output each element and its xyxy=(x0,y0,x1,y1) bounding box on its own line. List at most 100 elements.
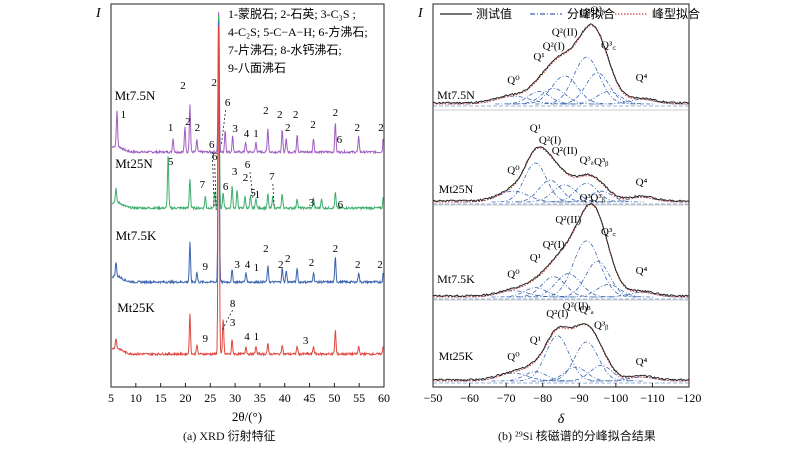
xrd-legend-line: 9-八面沸石 xyxy=(228,61,286,75)
xrd-legend-line: 1-蒙脱石; 2-石英; 3-C₃S ; xyxy=(228,6,356,21)
xrd-peak-label: 6 xyxy=(212,151,218,163)
nmr-sample-label: Mt7.5K xyxy=(437,272,475,286)
xrd-peak-label: 5 xyxy=(168,156,174,168)
nmr-peak-label: Q²(II) xyxy=(563,300,589,312)
nmr-peak-label: Q²(II) xyxy=(552,145,578,157)
nmr-peak-label: Q³ᵦ xyxy=(594,156,608,168)
nmr-series-group: Q⁰Q¹Q²(I)Q²(II)Q³ₐQ³ᵦQ³꜀Q⁴Mt7.5NQ⁰Q¹Q²(I… xyxy=(432,4,690,384)
xrd-peak-label: 2 xyxy=(354,122,360,134)
xrd-peak-label: 6 xyxy=(225,97,231,109)
nmr-component-peak xyxy=(531,366,619,382)
xrd-peak-label: 1 xyxy=(255,189,261,201)
nmr-peak-label: Q⁰ xyxy=(507,351,520,363)
nmr-legend-label: 峰型拟合 xyxy=(652,6,700,21)
xrd-series-line xyxy=(111,21,384,286)
xrd-peak-label: 7 xyxy=(200,179,206,191)
xrd-x-ticks: 5 10 15 20 25 30 35 40 45 50 55 60 xyxy=(108,383,390,405)
nmr-peak-label: Q³ₐ xyxy=(579,304,593,316)
nmr-peak-label: Q³ₐ xyxy=(579,7,593,19)
nmr-component-peak xyxy=(506,87,599,105)
nmr-peak-label: Q²(I) xyxy=(539,135,562,147)
xrd-peak-label: 1 xyxy=(168,122,174,134)
xrd-peak-label: 2 xyxy=(243,172,249,184)
xrd-annotation-arrow xyxy=(272,183,275,209)
nmr-x-tick-label: −100 xyxy=(603,391,628,405)
nmr-peak-label: Q³꜀ xyxy=(601,226,616,238)
nmr-component-peak xyxy=(533,240,638,298)
nmr-peak-label: Q³ᵦ xyxy=(590,192,604,204)
xrd-peak-label: 1 xyxy=(254,331,260,343)
xrd-series-group xyxy=(111,12,384,357)
xrd-series-line xyxy=(111,26,384,357)
nmr-peak-label: Q¹ xyxy=(530,123,541,135)
nmr-peak-label: Q¹ xyxy=(530,334,541,346)
xrd-peak-label: 9 xyxy=(203,333,209,345)
xrd-x-tick-label: 25 xyxy=(204,391,216,405)
xrd-peak-label: 2 xyxy=(263,243,269,255)
xrd-peak-label: 2 xyxy=(293,109,299,121)
nmr-component-peak xyxy=(561,91,654,105)
xrd-sample-label: Mt7.5K xyxy=(116,228,157,243)
nmr-component-peak xyxy=(590,376,689,382)
xrd-sample-label: Mt25K xyxy=(117,300,155,315)
xrd-x-tick-label: 45 xyxy=(304,391,316,405)
nmr-component-peak xyxy=(506,276,599,298)
nmr-component-peak xyxy=(491,371,578,382)
nmr-component-peak xyxy=(518,273,617,298)
nmr-peak-label: Q⁰ xyxy=(507,74,520,86)
nmr-peak-label: Q³ᵦ xyxy=(594,320,608,332)
xrd-x-tick-label: 60 xyxy=(378,391,390,405)
xrd-series-line xyxy=(111,15,384,211)
xrd-y-axis-label: I xyxy=(95,6,102,21)
nmr-component-peak xyxy=(590,196,689,203)
nmr-peak-label: Q³꜀ xyxy=(601,39,616,51)
nmr-peak-label: Q²(I) xyxy=(543,41,566,53)
nmr-y-axis-label: I xyxy=(417,6,424,21)
xrd-peak-label: 2 xyxy=(195,122,201,134)
nmr-component-peak xyxy=(491,162,578,203)
xrd-peak-label: 7 xyxy=(269,171,275,183)
xrd-subtitle: (a) XRD 衍射特征 xyxy=(183,429,276,443)
nmr-peak-label: Q³ₐ xyxy=(579,155,593,167)
nmr-x-tick-label: −60 xyxy=(460,391,479,405)
xrd-sample-labels: Mt7.5N Mt25N Mt7.5K Mt25K xyxy=(115,88,157,315)
xrd-plot-frame xyxy=(110,3,385,388)
nmr-component-peak xyxy=(535,56,637,105)
nmr-component-peak xyxy=(590,98,689,105)
xrd-peak-label: 2 xyxy=(211,77,217,89)
nmr-fit-curve xyxy=(433,204,689,298)
xrd-annotation-arrow xyxy=(211,151,215,208)
nmr-component-peak xyxy=(513,75,615,105)
xrd-peak-label: 6 xyxy=(245,159,251,171)
xrd-x-tick-label: 15 xyxy=(155,391,167,405)
xrd-peak-label: 3 xyxy=(303,335,309,347)
nmr-peak-label: Q²(II) xyxy=(555,214,581,226)
xrd-peak-label: 2 xyxy=(333,107,339,119)
xrd-x-tick-label: 5 xyxy=(108,391,114,405)
nmr-x-tick-label: −120 xyxy=(677,391,702,405)
xrd-annotation-arrow xyxy=(249,171,254,199)
xrd-peak-label: 2 xyxy=(278,259,284,271)
nmr-component-peak xyxy=(491,287,578,298)
nmr-component-peak xyxy=(454,190,571,203)
nmr-x-tick-label: −70 xyxy=(497,391,516,405)
xrd-legend-line: 4-C₂S; 5-C−A−H; 6-方沸石; xyxy=(228,24,368,39)
xrd-peak-label: 4 xyxy=(244,331,250,343)
nmr-sample-label: Mt25K xyxy=(439,349,474,363)
nmr-component-peak xyxy=(550,260,643,298)
nmr-peak-label: Q⁰ xyxy=(507,268,520,280)
nmr-peak-label: Q⁴ xyxy=(636,176,648,188)
nmr-component-peak xyxy=(454,290,571,298)
xrd-peak-label: 2 xyxy=(355,259,361,271)
xrd-peak-label: 2 xyxy=(310,119,316,131)
nmr-x-ticks: −50 −60 −70 −80 −90 −100 −110 −120 xyxy=(424,383,702,405)
xrd-peak-label: 5 xyxy=(250,187,256,199)
xrd-peak-label: 6 xyxy=(337,134,343,146)
nmr-x-tick-label: −110 xyxy=(640,391,664,405)
nmr-component-peak xyxy=(561,284,654,298)
xrd-peak-label: 1 xyxy=(253,128,259,140)
